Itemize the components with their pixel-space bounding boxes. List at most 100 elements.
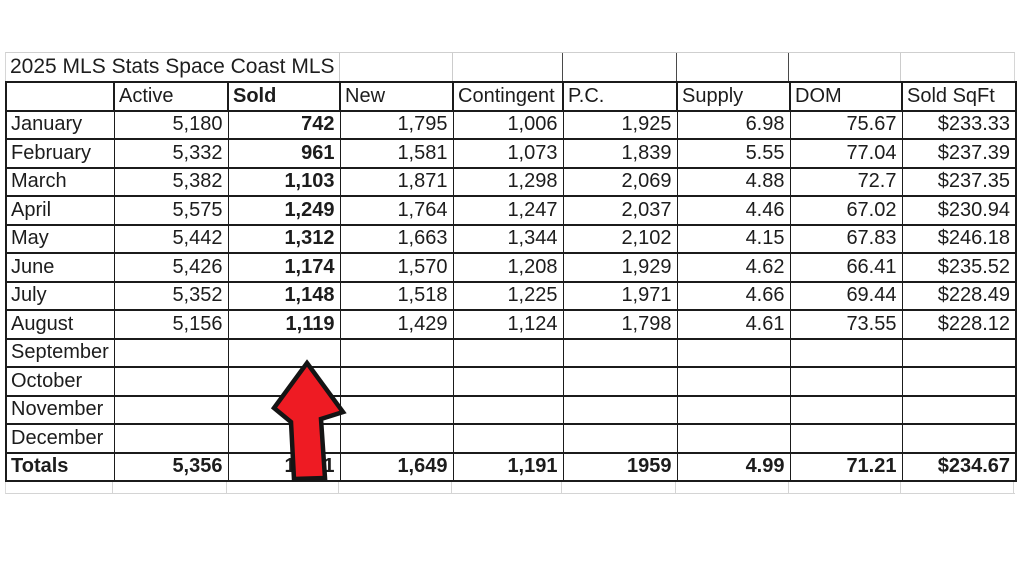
value-cell: [562, 423, 678, 454]
value-cell: $235.52: [901, 252, 1017, 283]
value-cell: 1,929: [562, 252, 678, 283]
value-cell: 742: [227, 109, 341, 140]
value-cell: [339, 337, 454, 368]
red-up-arrow-shape: [270, 359, 347, 482]
month-cell: October: [5, 366, 115, 397]
value-cell: 1,208: [452, 252, 564, 283]
header-cell-contingent: Contingent: [452, 81, 564, 112]
value-cell: 1,581: [339, 138, 454, 169]
value-cell: [789, 337, 903, 368]
table-row: February 5,332 961 1,581 1,073 1,839 5.55 77.04…: [5, 138, 1017, 169]
value-cell: $237.39: [901, 138, 1017, 169]
value-cell: $233.33: [901, 109, 1017, 140]
value-cell: 4.99: [676, 451, 791, 482]
value-cell: 5,575: [113, 195, 229, 226]
value-cell: $230.94: [901, 195, 1017, 226]
value-cell: [113, 394, 229, 425]
value-cell: 5,442: [113, 223, 229, 254]
title-grid-cell: [900, 53, 1014, 81]
value-cell: [562, 366, 678, 397]
value-cell: 69.44: [789, 280, 903, 311]
mls-stats-table: Active Sold New Contingent P.C. Supply D…: [5, 81, 1017, 482]
title-row: 2025 MLS Stats Space Coast MLS: [5, 52, 1015, 81]
value-cell: 4.88: [676, 166, 791, 197]
table-row: July 5,352 1,148 1,518 1,225 1,971 4.66 69.44 $2…: [5, 280, 1017, 311]
header-cell-month: [5, 81, 115, 112]
header-cell-active: Active: [113, 81, 229, 112]
value-cell: 1,006: [452, 109, 564, 140]
value-cell: [452, 366, 564, 397]
value-cell: 4.61: [676, 309, 791, 340]
value-cell: 1,663: [339, 223, 454, 254]
value-cell: 67.83: [789, 223, 903, 254]
value-cell: 5.55: [676, 138, 791, 169]
table-row: June 5,426 1,174 1,570 1,208 1,929 4.62 66.41 $2…: [5, 252, 1017, 283]
value-cell: [562, 337, 678, 368]
header-cell-supply: Supply: [676, 81, 791, 112]
month-cell: February: [5, 138, 115, 169]
value-cell: [113, 366, 229, 397]
value-cell: 75.67: [789, 109, 903, 140]
value-cell: 1,148: [227, 280, 341, 311]
value-cell: 1,518: [339, 280, 454, 311]
value-cell: 1,429: [339, 309, 454, 340]
value-cell: 66.41: [789, 252, 903, 283]
value-cell: [901, 366, 1017, 397]
title-grid-cell: [561, 53, 676, 81]
value-cell: 1,119: [227, 309, 341, 340]
header-row: Active Sold New Contingent P.C. Supply D…: [5, 81, 1017, 112]
value-cell: 5,332: [113, 138, 229, 169]
value-cell: 4.15: [676, 223, 791, 254]
value-cell: 77.04: [789, 138, 903, 169]
table-title: 2025 MLS Stats Space Coast MLS: [10, 55, 335, 78]
month-cell: January: [5, 109, 115, 140]
table-row: May 5,442 1,312 1,663 1,344 2,102 4.15 67.83 $24…: [5, 223, 1017, 254]
month-cell: November: [5, 394, 115, 425]
value-cell: [676, 366, 791, 397]
value-cell: $246.18: [901, 223, 1017, 254]
value-cell: 961: [227, 138, 341, 169]
value-cell: 2,037: [562, 195, 678, 226]
value-cell: 1,971: [562, 280, 678, 311]
value-cell: 4.46: [676, 195, 791, 226]
value-cell: [789, 366, 903, 397]
value-cell: 1,191: [452, 451, 564, 482]
value-cell: [452, 394, 564, 425]
value-cell: 73.55: [789, 309, 903, 340]
value-cell: 1,795: [339, 109, 454, 140]
table-row: November: [5, 394, 1017, 425]
value-cell: 1,249: [227, 195, 341, 226]
value-cell: [676, 423, 791, 454]
month-cell: June: [5, 252, 115, 283]
value-cell: 1,871: [339, 166, 454, 197]
table-row: August 5,156 1,119 1,429 1,124 1,798 4.61 73.55…: [5, 309, 1017, 340]
value-cell: 1,247: [452, 195, 564, 226]
value-cell: [339, 423, 454, 454]
title-grid-cell: [452, 53, 562, 81]
value-cell: 71.21: [789, 451, 903, 482]
value-cell: 1,312: [227, 223, 341, 254]
totals-row: Totals5,3561,1011,6491,19119594.9971.21$…: [5, 451, 1017, 482]
value-cell: 1,925: [562, 109, 678, 140]
value-cell: [113, 337, 229, 368]
value-cell: [339, 394, 454, 425]
header-cell-dom: DOM: [789, 81, 903, 112]
value-cell: $228.12: [901, 309, 1017, 340]
value-cell: [901, 423, 1017, 454]
value-cell: [562, 394, 678, 425]
totals-label-cell: Totals: [5, 451, 115, 482]
value-cell: [452, 337, 564, 368]
title-grid-cell: [339, 53, 452, 81]
value-cell: 2,069: [562, 166, 678, 197]
value-cell: 5,156: [113, 309, 229, 340]
value-cell: 4.66: [676, 280, 791, 311]
value-cell: 72.7: [789, 166, 903, 197]
value-cell: 5,382: [113, 166, 229, 197]
title-grid-cell: [675, 53, 789, 81]
value-cell: 1,839: [562, 138, 678, 169]
value-cell: $237.35: [901, 166, 1017, 197]
value-cell: [901, 394, 1017, 425]
month-cell: March: [5, 166, 115, 197]
value-cell: 5,352: [113, 280, 229, 311]
header-cell-new: New: [339, 81, 454, 112]
